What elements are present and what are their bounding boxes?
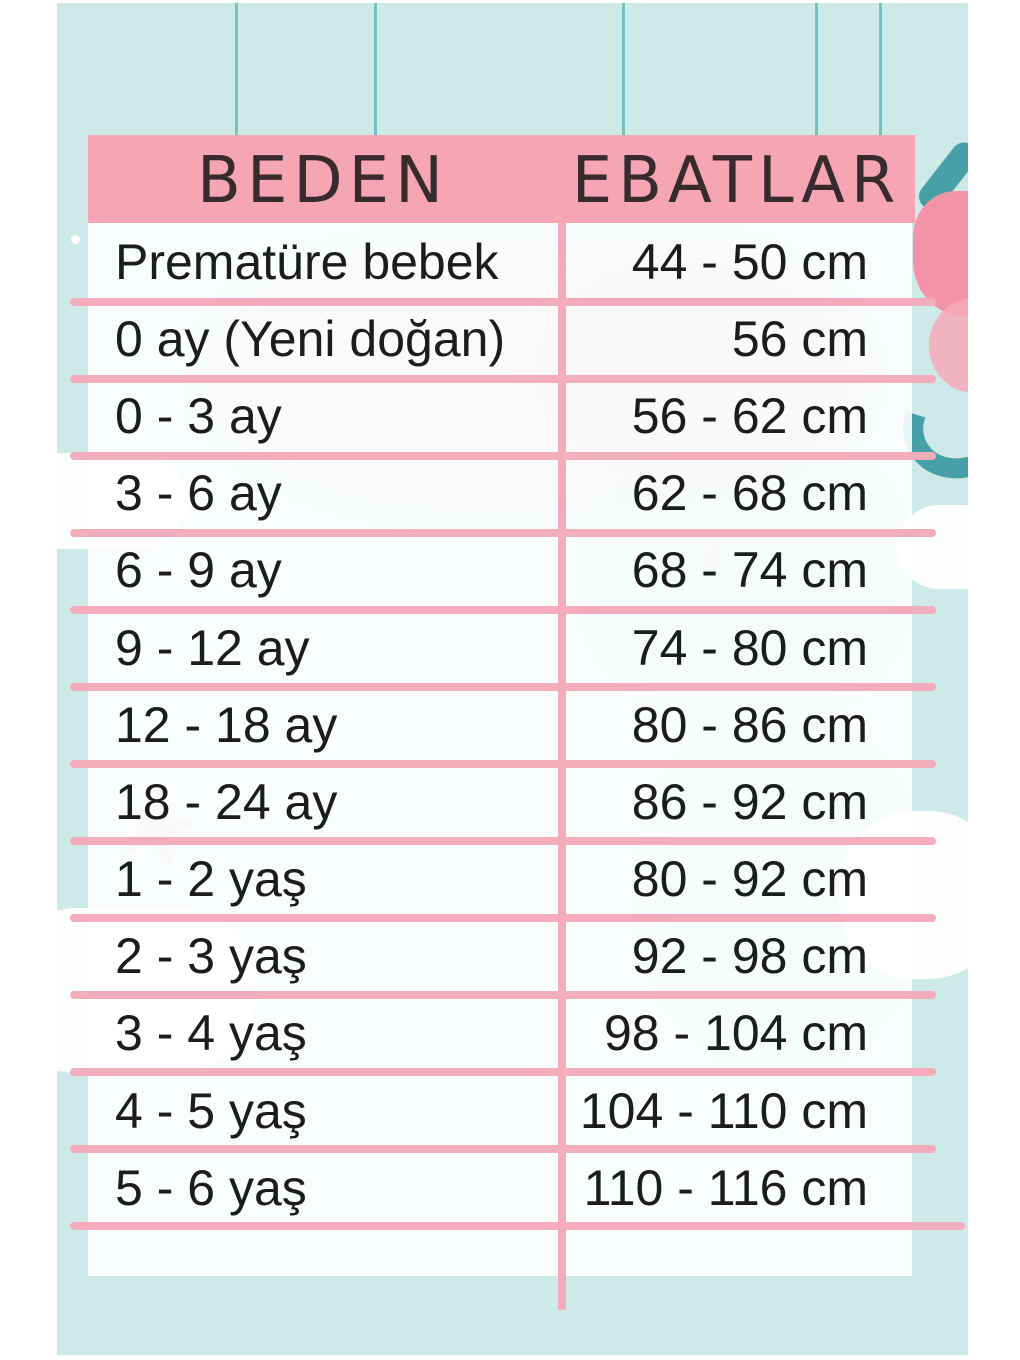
size-label: 12 - 18 ay [115, 696, 338, 753]
row-separator-line [70, 529, 936, 537]
table-row: 18 - 24 ay 86 - 92 cm [88, 763, 912, 840]
size-table-body: Prematüre bebek 44 - 50 cm 0 ay (Yeni do… [88, 223, 912, 1276]
row-separator-line [70, 1145, 936, 1153]
row-separator-line [70, 452, 936, 460]
size-label: 3 - 6 ay [115, 465, 282, 522]
row-separator-line [70, 683, 936, 691]
hanging-string [235, 3, 238, 136]
row-separator-line [70, 298, 936, 306]
table-row: 9 - 12 ay 74 - 80 cm [88, 609, 912, 686]
size-label: 2 - 3 yaş [115, 928, 307, 985]
dimension-value: 80 - 92 cm [631, 851, 868, 908]
header-dimensions-column: EBATLAR [571, 144, 902, 218]
table-row: 2 - 3 yaş 92 - 98 cm [88, 918, 912, 995]
table-row: 3 - 4 yaş 98 - 104 cm [88, 995, 912, 1072]
table-row: 0 - 3 ay 56 - 62 cm [88, 377, 912, 454]
dimension-value: 44 - 50 cm [631, 233, 868, 290]
row-separator-line [70, 914, 936, 922]
table-row: 1 - 2 yaş 80 - 92 cm [88, 841, 912, 918]
table-row: 6 - 9 ay 68 - 74 cm [88, 532, 912, 609]
table-row: Prematüre bebek 44 - 50 cm [88, 223, 912, 300]
hanging-string [622, 3, 625, 136]
dimension-value: 104 - 110 cm [579, 1082, 868, 1139]
size-label: 18 - 24 ay [115, 773, 338, 830]
row-separator-line [70, 837, 936, 845]
size-label: 3 - 4 yaş [115, 1005, 307, 1062]
dimension-value: 98 - 104 cm [603, 1005, 868, 1062]
size-label: 9 - 12 ay [115, 619, 310, 676]
row-separator-line [70, 1068, 936, 1076]
table-row: 3 - 6 ay 62 - 68 cm [88, 455, 912, 532]
size-label: 0 ay (Yeni doğan) [115, 310, 506, 367]
hanging-string [374, 3, 377, 136]
size-label: 0 - 3 ay [115, 387, 282, 444]
dimension-value: 56 - 62 cm [631, 387, 868, 444]
size-label: 5 - 6 yaş [115, 1159, 307, 1216]
dimension-value: 68 - 74 cm [631, 542, 868, 599]
dot-decoration [71, 235, 80, 244]
size-label: 4 - 5 yaş [115, 1082, 307, 1139]
dimension-value: 74 - 80 cm [631, 619, 868, 676]
dimension-value: 86 - 92 cm [631, 773, 868, 830]
row-separator-line [70, 375, 936, 383]
photo-background: Prematüre bebek 44 - 50 cm 0 ay (Yeni do… [57, 3, 968, 1355]
table-row: 0 ay (Yeni doğan) 56 cm [88, 300, 912, 377]
size-label: 6 - 9 ay [115, 542, 282, 599]
size-label: 1 - 2 yaş [115, 851, 307, 908]
row-separator-line [70, 1222, 965, 1230]
table-header-bar: BEDEN EBATLAR [88, 135, 915, 223]
hanging-string [879, 3, 882, 136]
header-size-column: BEDEN [197, 144, 449, 218]
table-row: 12 - 18 ay 80 - 86 cm [88, 686, 912, 763]
dimension-value: 56 cm [731, 310, 868, 367]
size-label: Prematüre bebek [115, 233, 499, 290]
table-row: 4 - 5 yaş 104 - 110 cm [88, 1072, 912, 1149]
row-separator-line [70, 760, 936, 768]
row-separator-line [70, 991, 936, 999]
dimension-value: 62 - 68 cm [631, 465, 868, 522]
dimension-value: 80 - 86 cm [631, 696, 868, 753]
hanging-string [815, 3, 818, 136]
row-separator-line [70, 606, 936, 614]
dimension-value: 110 - 116 cm [583, 1159, 868, 1216]
table-row: 5 - 6 yaş 110 - 116 cm [88, 1149, 912, 1226]
dimension-value: 92 - 98 cm [631, 928, 868, 985]
